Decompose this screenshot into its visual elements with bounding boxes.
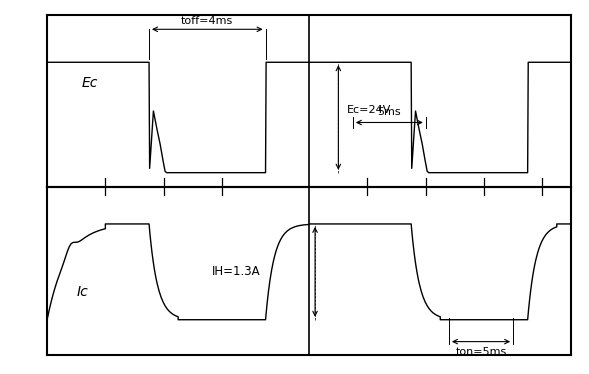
Text: 5ms: 5ms bbox=[378, 107, 401, 117]
Text: Ec=24V: Ec=24V bbox=[347, 105, 392, 115]
Text: Ic: Ic bbox=[76, 285, 88, 300]
Text: ton=5ms: ton=5ms bbox=[455, 347, 507, 357]
Text: toff=4ms: toff=4ms bbox=[181, 16, 233, 27]
Text: Ec: Ec bbox=[82, 76, 98, 90]
Text: IH=1.3A: IH=1.3A bbox=[212, 265, 261, 278]
